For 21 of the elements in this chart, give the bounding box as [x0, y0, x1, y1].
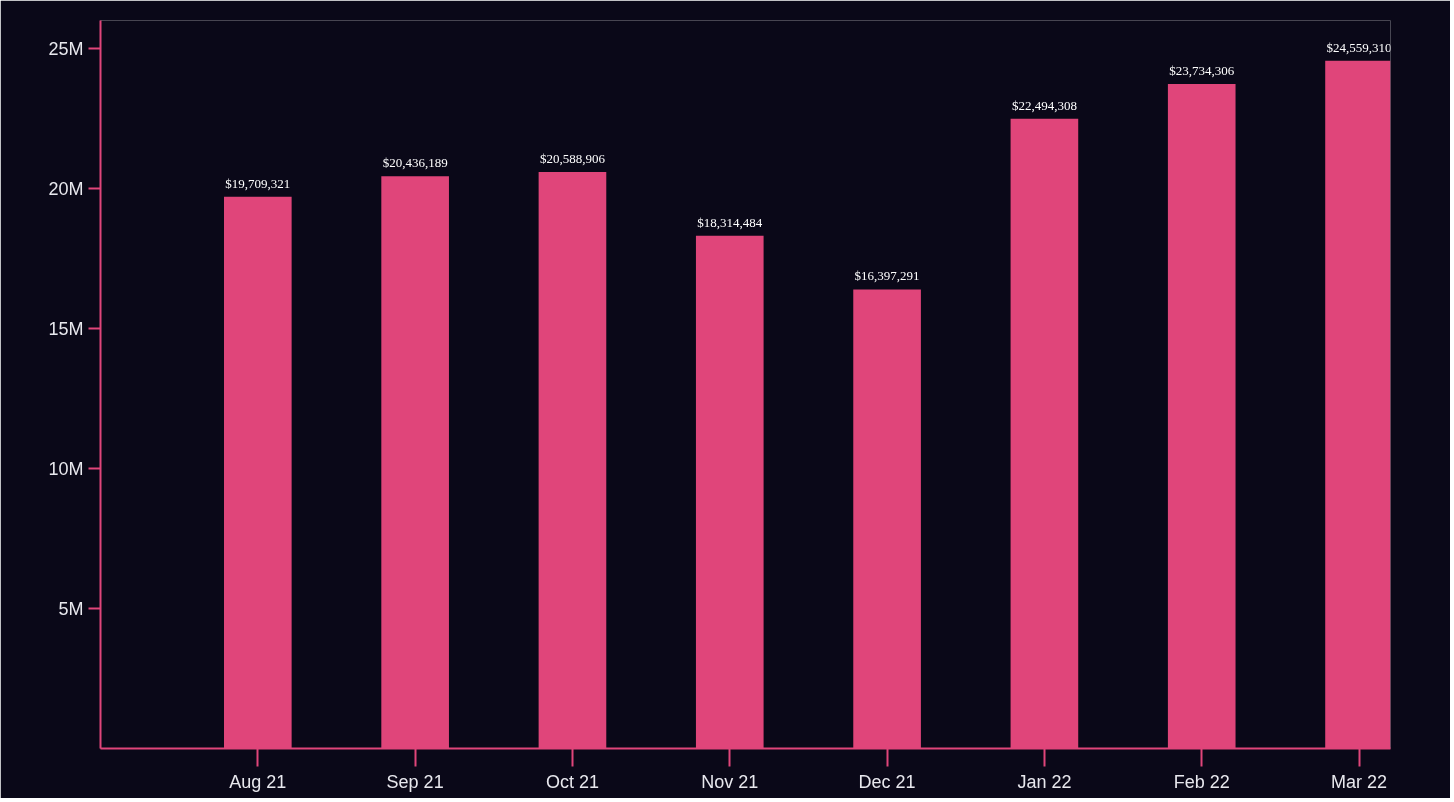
data-label: $20,588,906: [539, 151, 606, 167]
y-tick-label: 5M: [58, 598, 84, 619]
y-tick-label: 15M: [48, 318, 84, 339]
data-label: $18,314,484: [697, 214, 763, 230]
data-label: $19,709,321: [225, 175, 291, 191]
x-tick-label: Nov 21: [701, 771, 759, 792]
x-tick-label: Mar 22: [1331, 771, 1388, 792]
x-tick-label: Jan 22: [1017, 771, 1072, 792]
x-tick-label: Aug 21: [229, 771, 287, 792]
data-label: $16,397,291: [854, 268, 920, 284]
y-tick-label: 10M: [48, 458, 84, 479]
x-tick-label: Sep 21: [386, 771, 444, 792]
x-tick-label: Dec 21: [858, 771, 916, 792]
y-tick-label: 25M: [48, 38, 84, 59]
data-label: $23,734,306: [1169, 62, 1235, 78]
x-tick-label: Feb 22: [1173, 771, 1230, 792]
x-tick-label: Oct 21: [545, 771, 599, 792]
y-tick-label: 20M: [48, 178, 84, 199]
data-label: $20,436,189: [382, 155, 448, 171]
data-label: $22,494,308: [1011, 97, 1077, 113]
data-label: $24,559,310: [1326, 39, 1392, 55]
